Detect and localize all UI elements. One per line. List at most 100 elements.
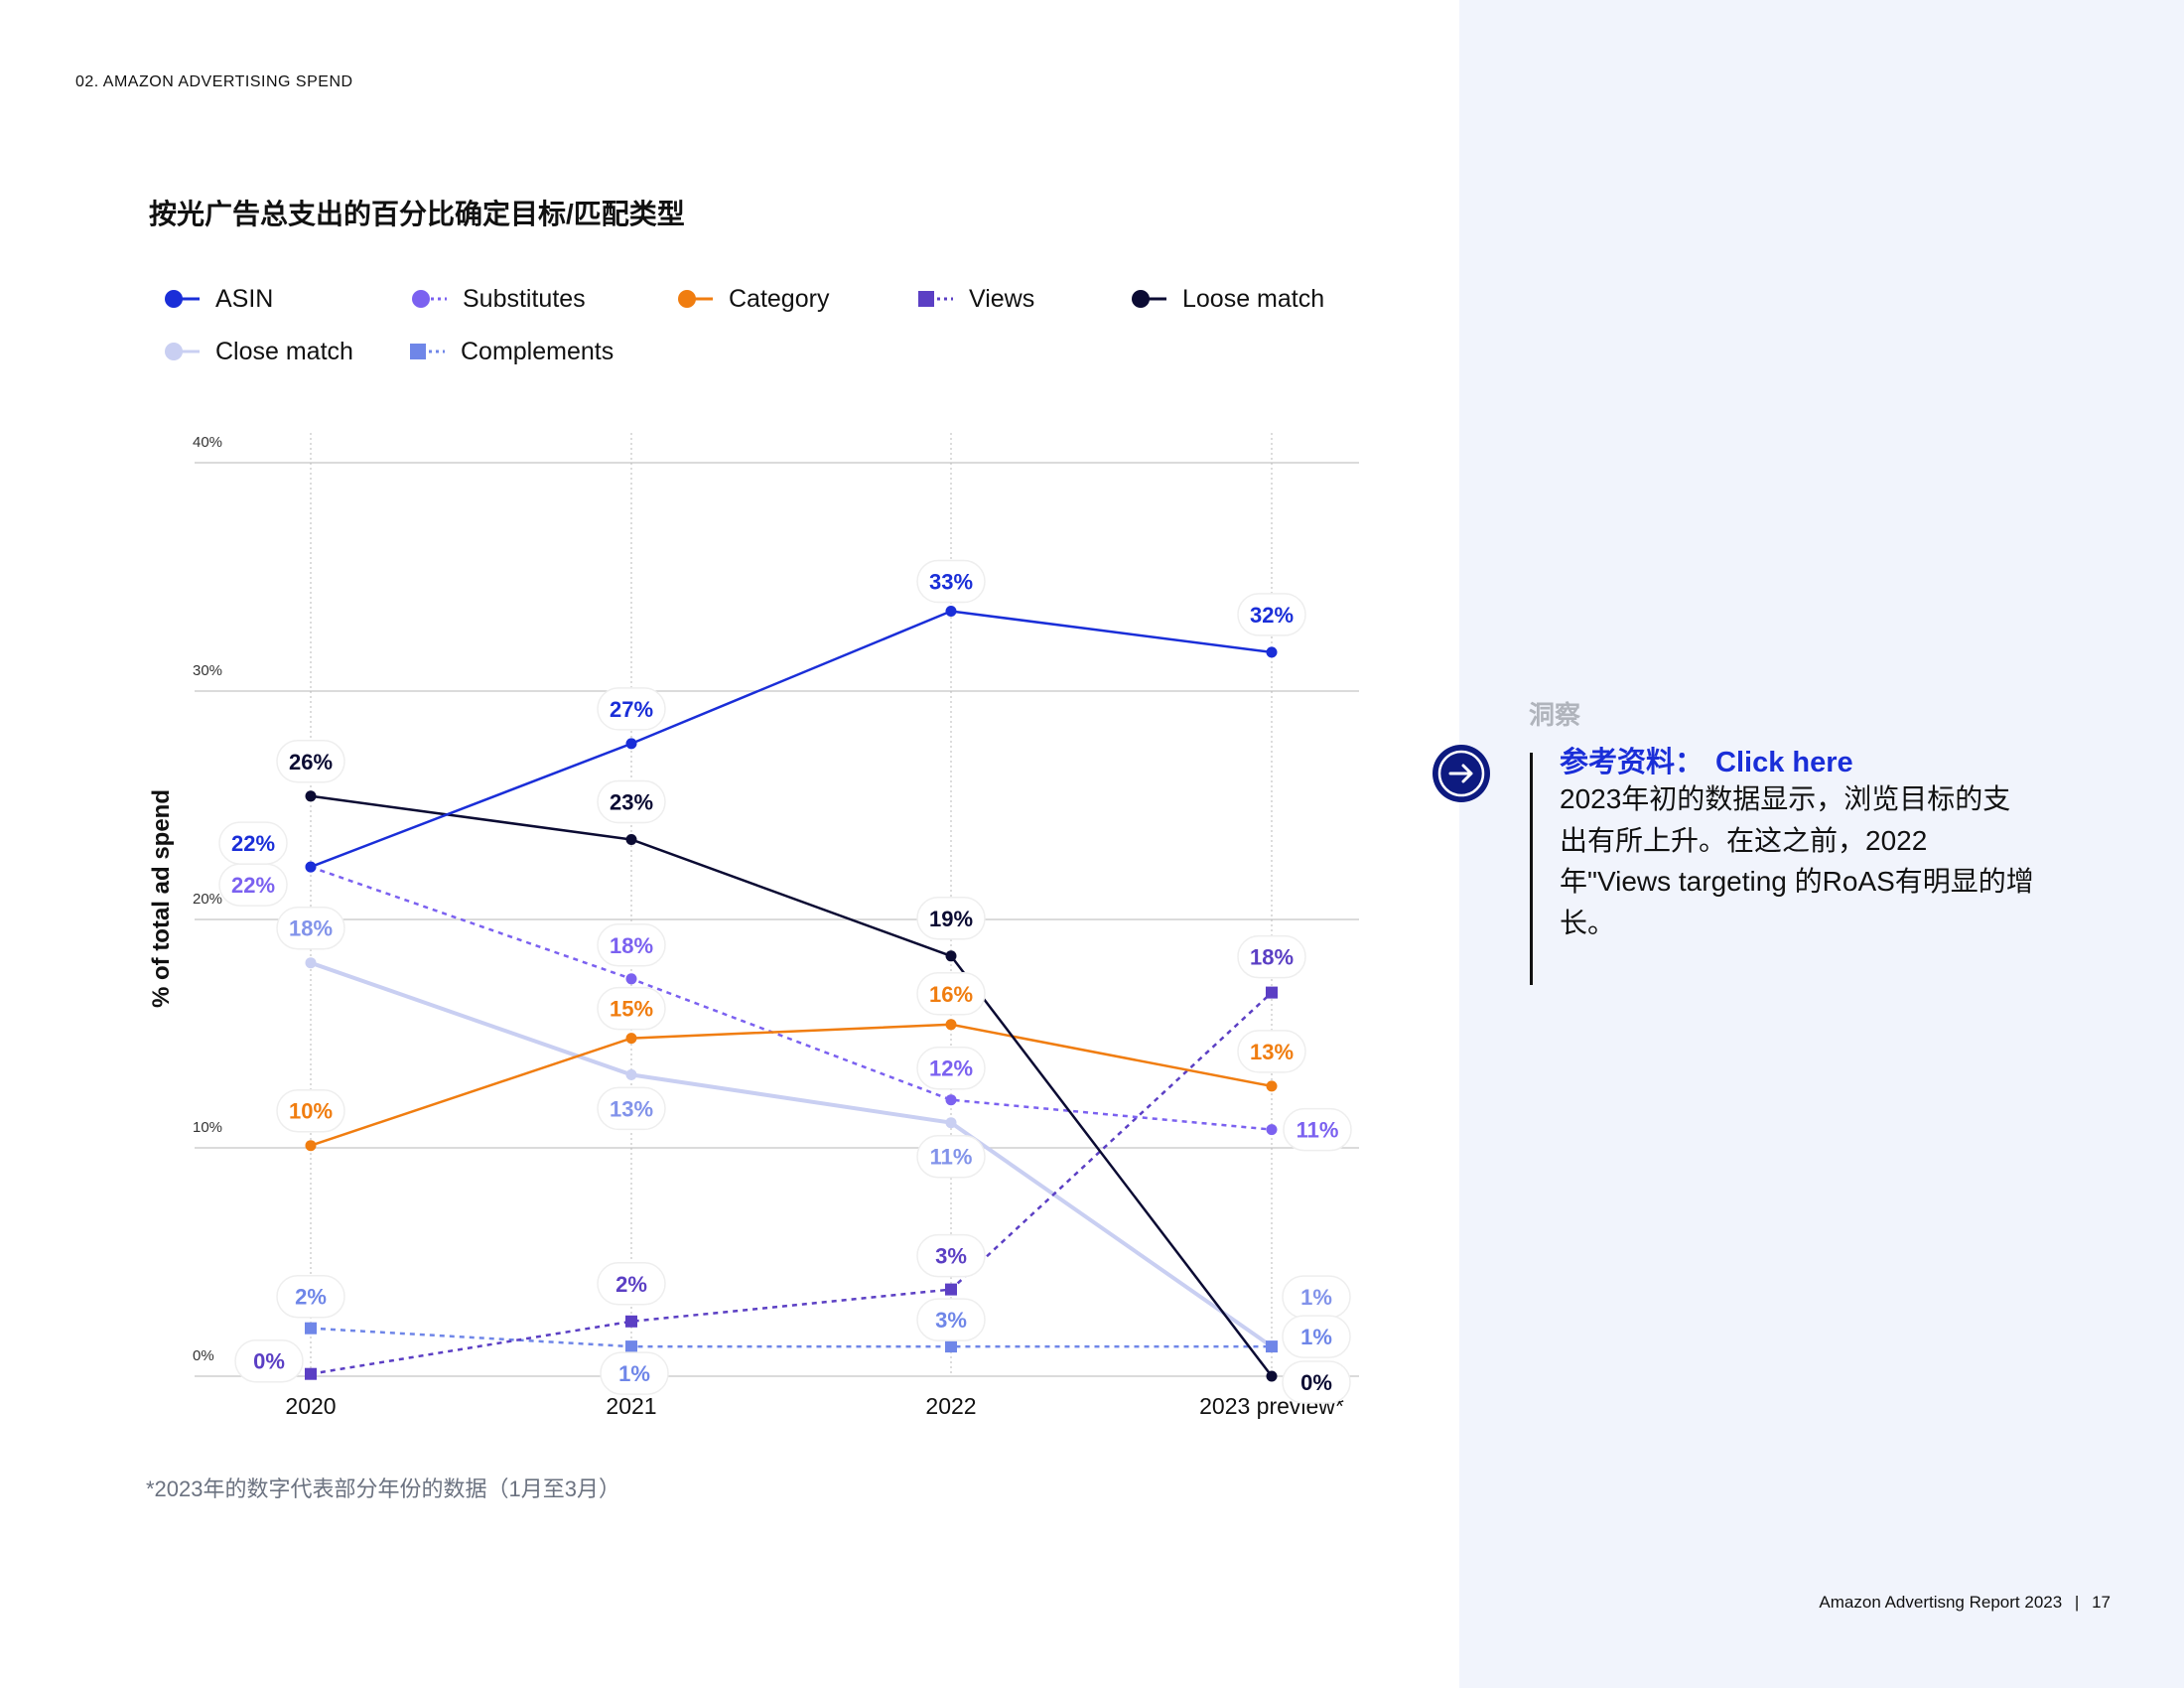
data-label-text: 18% [289,916,333,941]
legend-label: Substitutes [463,284,586,313]
data-label-text: 26% [289,750,333,774]
line-chart: 0%10%20%30%40%2020 2021 2022 2023 preview*1… [193,433,1359,1419]
data-label-close-match: 1% [1282,1275,1351,1319]
data-label-text: 16% [929,982,973,1007]
data-label-text: 33% [929,570,973,595]
data-label-text: 22% [231,831,275,856]
data-label-bubble [916,897,986,940]
data-label-bubble [597,986,666,1031]
data-label-bubble [1283,1107,1352,1152]
data-label-loose-match: 19% [916,897,986,940]
data-label-category: 15% [597,986,666,1031]
series-line-category [310,1023,1273,1147]
data-label-text: 3% [935,1308,967,1333]
data-label-category: 16% [916,972,986,1016]
data-label-bubble [276,1274,345,1319]
data-label-text: 18% [1250,945,1294,970]
data-point-category [305,1140,317,1152]
legend-label: ASIN [215,284,274,313]
legend-label: Close match [215,337,353,365]
data-label-close-match: 11% [916,1134,986,1179]
data-label-text: 18% [610,933,653,958]
reference-label: 参考资料： [1560,747,1705,778]
data-label-text: 3% [935,1244,967,1269]
insight-heading: 洞察 [1529,700,1581,730]
legend-label: Category [729,284,830,313]
x-tick-label: 2021 [606,1393,656,1419]
x-tick-label: 2020 [285,1393,336,1419]
data-label-complements: 1% [1282,1315,1351,1358]
data-point-asin [305,861,317,873]
data-label-loose-match: 23% [597,779,666,824]
data-point-views [305,1367,317,1380]
data-label-asin: 33% [916,559,986,604]
data-label-views: 0% [234,1338,304,1383]
data-label-views: 3% [916,1233,986,1278]
footnote: *2023年的数字代表部分年份的数据（1月至3月） [146,1477,620,1501]
data-label-bubble [916,1046,986,1090]
data-point-complements [305,1322,317,1335]
x-tick-label: 2022 [925,1393,976,1419]
data-label-bubble [916,972,986,1016]
data-point-loose-match [305,790,317,802]
legend-marker-icon [1132,290,1166,308]
data-label-text: 27% [610,697,653,722]
data-point-category [1266,1080,1278,1092]
data-label-category: 13% [1237,1030,1306,1073]
insight-body: 2023年初的数据显示，浏览目标的支出有所上升。在这之前，2022年"Views… [1560,783,2034,938]
data-point-loose-match [1266,1370,1278,1382]
data-label-bubble [276,740,345,783]
data-point-asin [945,606,957,617]
chart-title: 按光广告总支出的百分比确定目标/匹配类型 [149,199,685,229]
data-label-bubble [597,1086,666,1131]
data-label-asin: 32% [1237,593,1306,636]
data-point-substitutes [1266,1124,1278,1136]
data-label-complements: 2% [276,1274,345,1319]
data-label-text: 15% [610,997,653,1022]
legend-item-views: Views [917,284,1034,314]
data-point-views [1266,986,1278,999]
data-label-bubble [276,906,345,950]
report-name: Amazon Advertisng Report 2023 [1819,1593,2063,1612]
data-point-loose-match [945,950,957,962]
arrow-right-circle-icon[interactable] [1432,744,1491,803]
data-label-close-match: 13% [597,1086,666,1131]
data-label-bubble [916,1134,986,1179]
data-label-text: 22% [231,873,275,898]
data-point-loose-match [625,834,637,845]
page-footer: Amazon Advertisng Report 2023 | 17 [1819,1593,2111,1613]
data-label-asin: 22% [218,821,288,865]
series-line-close-match [310,960,1274,1348]
data-label-bubble [916,1233,986,1278]
data-label-bubble [234,1338,304,1383]
legend-label: Complements [461,337,614,365]
legend-marker-icon [165,290,200,308]
series-line-substitutes [310,865,1273,1131]
data-label-bubble [597,1262,666,1306]
data-point-asin [625,738,637,750]
series-lines [305,606,1278,1382]
data-label-views: 2% [597,1262,666,1306]
data-label-text: 23% [610,790,653,815]
data-label-category: 10% [276,1088,345,1133]
data-label-text: 11% [1297,1118,1339,1143]
data-point-views [625,1315,637,1328]
y-tick-label: 10% [193,1119,222,1136]
data-point-complements [625,1340,637,1353]
legend-item-category: Category [677,284,829,314]
y-axis-label: % of total ad spend [148,788,175,1009]
data-label-loose-match: 26% [276,740,345,783]
data-point-close-match [945,1117,957,1129]
legend-item-substitutes: Substitutes [411,284,586,314]
data-point-complements [945,1340,957,1353]
quote-bar [1530,753,1533,985]
footer-separator: | [2074,1593,2080,1612]
data-label-text: 12% [929,1056,973,1081]
data-label-bubble [597,923,666,967]
data-label-text: 1% [1300,1285,1332,1310]
data-label-bubble [600,1351,669,1395]
data-point-close-match [625,1068,637,1080]
click-here-link[interactable]: Click here [1715,747,1853,778]
data-label-substitutes: 12% [916,1046,986,1090]
y-tick-label: 30% [193,662,222,679]
